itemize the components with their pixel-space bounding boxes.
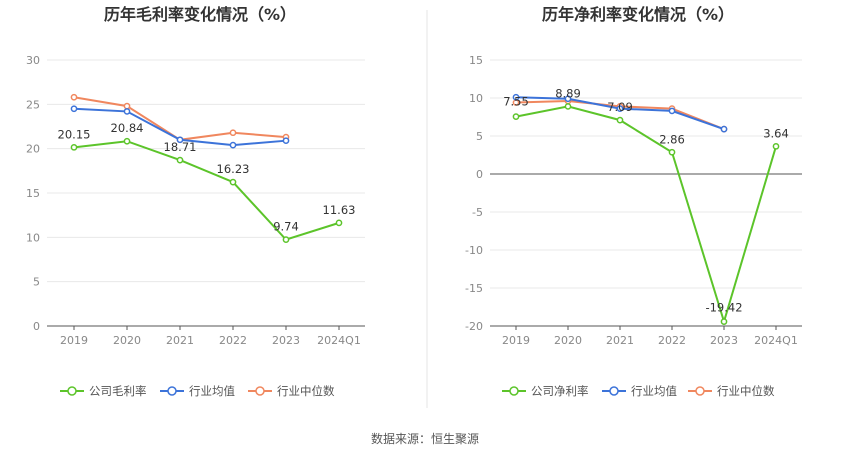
data-point-0 [564, 103, 572, 110]
legend-marker-icon [695, 386, 705, 396]
data-point-0 [335, 219, 343, 227]
data-point-1 [616, 105, 624, 112]
data-point-0 [229, 178, 237, 186]
data-label: 18.71 [164, 140, 197, 154]
data-point-1 [564, 95, 572, 103]
data-label: 2.86 [659, 132, 685, 146]
data-label: 7.09 [607, 100, 633, 114]
data-label: 8.89 [555, 86, 581, 100]
x-tick-label: 2023 [272, 334, 300, 347]
legend-marker-icon [67, 386, 77, 396]
y-tick-label: 5 [33, 276, 40, 289]
y-tick-label: -15 [465, 282, 483, 295]
data-point-0 [668, 148, 676, 156]
y-tick-label: 0 [476, 168, 483, 181]
data-label: 7.55 [503, 95, 529, 109]
data-label: 9.74 [273, 220, 299, 234]
data-point-0 [616, 116, 624, 124]
y-tick-label: 20 [26, 143, 40, 156]
x-tick-label: 2020 [554, 334, 582, 347]
net-margin-chart: 历年净利率变化情况（%） -20 -15 -10 -5 0 5 10 15 2019 2020 202… [465, 5, 802, 398]
legend-label: 公司净利率 [531, 384, 589, 398]
legend-item-2: 行业中位数 [688, 384, 775, 398]
data-label: 16.23 [217, 162, 250, 176]
legend-item-1: 行业均值 [602, 384, 677, 398]
data-label: 20.15 [58, 127, 91, 141]
series-line-2 [73, 96, 287, 141]
data-point-0 [70, 143, 78, 151]
legend-item-0: 公司净利率 [502, 384, 589, 398]
legend-item-1: 行业均值 [160, 384, 235, 398]
legend-label: 行业均值 [631, 384, 677, 398]
x-tick-label: 2022 [658, 334, 686, 347]
legend-label: 行业中位数 [717, 384, 775, 398]
data-point-2 [229, 129, 237, 137]
y-tick-label: 30 [26, 54, 40, 67]
y-tick-label: -20 [465, 320, 483, 333]
data-label: 3.64 [763, 126, 789, 140]
data-label: 11.63 [323, 203, 356, 217]
y-tick-label: 15 [26, 187, 40, 200]
data-point-2 [123, 102, 131, 110]
data-point-1 [70, 105, 78, 113]
series-line-0 [73, 140, 340, 241]
data-point-1 [282, 137, 290, 145]
legend-item-0: 公司毛利率 [60, 384, 147, 398]
x-tick-label: 2019 [60, 334, 88, 347]
gross-margin-chart: 历年毛利率变化情况（%） 0 5 10 15 20 25 30 2019 2020 2021 2022… [26, 5, 365, 398]
x-tick-label: 2021 [166, 334, 194, 347]
data-point-1 [229, 141, 237, 149]
y-tick-label: 15 [469, 54, 483, 67]
chart-title: 历年毛利率变化情况（%） [104, 5, 296, 24]
legend-label: 公司毛利率 [89, 384, 147, 398]
legend-marker-icon [509, 386, 519, 396]
y-tick-label: 10 [26, 231, 40, 244]
legend-label: 行业中位数 [277, 384, 335, 398]
legend-marker-icon [167, 386, 177, 396]
x-tick-label: 2019 [502, 334, 530, 347]
y-tick-label: -10 [465, 244, 483, 257]
x-tick-label: 2021 [606, 334, 634, 347]
data-point-0 [720, 318, 728, 325]
chart-title: 历年净利率变化情况（%） [542, 5, 734, 24]
legend-marker-icon [609, 386, 619, 396]
x-tick-label: 2024Q1 [317, 334, 361, 347]
legend-label: 行业均值 [189, 384, 235, 398]
x-tick-label: 2020 [113, 334, 141, 347]
y-tick-label: -5 [472, 206, 483, 219]
data-point-0 [282, 236, 290, 243]
data-label: -19.42 [705, 301, 742, 315]
y-tick-label: 10 [469, 92, 483, 105]
data-point-0 [512, 113, 520, 120]
y-tick-label: 0 [33, 320, 40, 333]
y-tick-label: 25 [26, 98, 40, 111]
data-label: 20.84 [111, 121, 144, 135]
data-point-2 [70, 93, 78, 101]
series-line-0 [515, 105, 777, 326]
x-tick-label: 2023 [710, 334, 738, 347]
data-point-0 [176, 156, 184, 164]
legend-marker-icon [255, 386, 265, 396]
data-point-1 [176, 136, 184, 144]
x-tick-label: 2022 [219, 334, 247, 347]
data-point-0 [772, 142, 780, 150]
data-point-1 [512, 93, 520, 101]
y-tick-label: 5 [476, 130, 483, 143]
data-point-1 [123, 108, 131, 115]
data-point-0 [123, 137, 131, 145]
source-note: 数据来源：恒生聚源 [371, 431, 479, 446]
data-point-1 [668, 107, 676, 115]
data-point-1 [720, 125, 728, 133]
legend-item-2: 行业中位数 [248, 384, 335, 398]
x-tick-label: 2024Q1 [754, 334, 798, 347]
